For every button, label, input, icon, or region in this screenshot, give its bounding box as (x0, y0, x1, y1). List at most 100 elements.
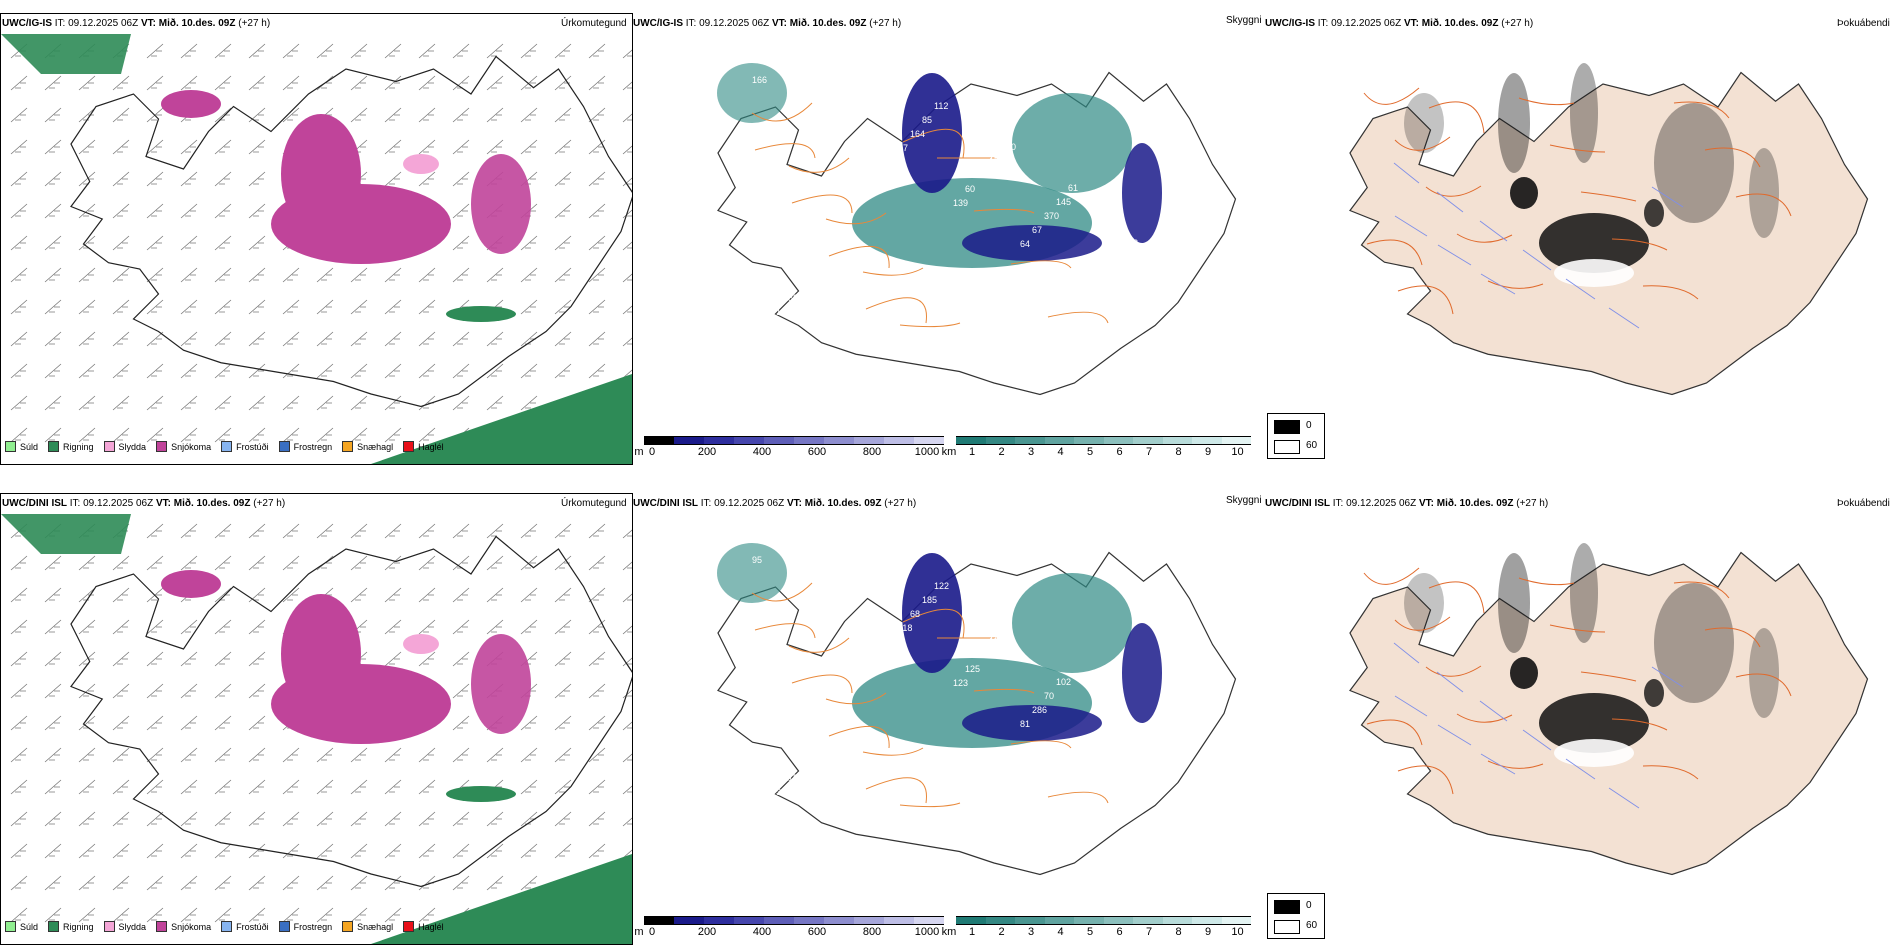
road-line (1673, 581, 1730, 599)
wind-barb (622, 81, 632, 91)
wind-barb (622, 305, 632, 315)
wind-barb (418, 523, 436, 539)
wind-barb (10, 395, 28, 411)
wind-barb (384, 75, 402, 91)
wind-barb (486, 75, 504, 91)
road-line (1010, 740, 1072, 749)
wind-barb (282, 875, 300, 891)
fog-legend-2: 0 60 (1267, 893, 1325, 939)
colorbar-tick-label: 1 (968, 926, 976, 938)
wind-barb (418, 843, 436, 859)
wind-barb (350, 907, 368, 923)
road-line (828, 245, 890, 269)
legend-label: Frostúði (236, 441, 269, 452)
wind-barb (112, 363, 130, 379)
wind-barb (78, 651, 96, 667)
wind-barb (180, 875, 198, 891)
wind-barb (384, 779, 402, 795)
colorbar-segment (794, 916, 824, 925)
wind-barb (146, 75, 164, 91)
valid-time: VT: Mið. 10.des. 09Z (786, 498, 882, 509)
wind-barb (248, 715, 266, 731)
wind-barb (214, 843, 232, 859)
colorbar-tick-label: 6 (1116, 446, 1123, 458)
wind-barb (248, 683, 266, 699)
wind-barb (10, 139, 28, 155)
legend-label: Slydda (118, 921, 147, 932)
legend-label: Frostregn (293, 921, 333, 932)
river-line (1651, 186, 1684, 208)
colorbar-segment (956, 436, 986, 445)
road-line (899, 322, 961, 328)
wind-barb (44, 907, 62, 923)
wind-barb (418, 331, 436, 347)
wind-barb (282, 779, 300, 795)
wind-barb (112, 203, 130, 219)
wind-barb (486, 523, 504, 539)
vis-label-1: Skyggni (1226, 15, 1262, 26)
road-line (791, 194, 853, 214)
wind-barb (316, 523, 334, 539)
wind-barb (622, 593, 632, 603)
wind-barb (452, 651, 470, 667)
legend-swatch (342, 921, 354, 932)
wind-barb (180, 651, 198, 667)
sleet-area (403, 154, 439, 174)
wind-barb (282, 907, 300, 923)
wind-barb (180, 139, 198, 155)
visibility-value-label: 85 (867, 320, 877, 330)
wind-barb (316, 875, 334, 891)
wind-barb (248, 395, 266, 411)
wind-barb (316, 427, 334, 443)
wind-barb (520, 779, 538, 795)
wind-barb (214, 555, 232, 571)
river-line (1479, 700, 1508, 722)
wind-barb (520, 75, 538, 91)
wind-barb (180, 619, 198, 635)
colorbar-tick-label: 7 (1145, 926, 1153, 938)
river-line (1393, 642, 1420, 664)
visibility-low-area (962, 705, 1102, 741)
wind-barb (44, 587, 62, 603)
river-line (1393, 162, 1420, 184)
wind-barb (588, 75, 606, 91)
fog-label-1: Þokuábendi (1837, 18, 1890, 29)
wind-barb (282, 523, 300, 539)
fog-map-1 (1349, 63, 1869, 396)
wind-barb (316, 843, 334, 859)
fog-title-2: UWC/DINI ISL IT: 09.12.2025 06Z VT: Mið.… (1265, 498, 1548, 509)
visibility-value-label: 67 (1032, 225, 1042, 235)
road-line (1704, 627, 1761, 648)
colorbar-segment (854, 436, 884, 445)
wind-barb (520, 299, 538, 315)
wind-barb (588, 331, 606, 347)
fog-value-0: 0 (1306, 900, 1312, 911)
wind-barb (146, 555, 164, 571)
wind-barb (214, 427, 232, 443)
visibility-value-label: 70 (886, 157, 896, 167)
wind-barb (180, 523, 198, 539)
legend-label: Frostregn (293, 441, 333, 452)
wind-barb (486, 267, 504, 283)
wind-barb (44, 555, 62, 571)
road-line (791, 674, 853, 694)
wind-barb (10, 715, 28, 731)
wind-barb (350, 779, 368, 795)
fog-swatch-60 (1274, 440, 1300, 454)
wind-barb (588, 107, 606, 123)
wind-barb (350, 395, 368, 411)
wind-barb (180, 811, 198, 827)
colorbar-tick-label: 4 (1057, 446, 1064, 458)
valid-time: VT: Mið. 10.des. 09Z (771, 18, 867, 29)
colorbar-tick-label: 1 (968, 446, 976, 458)
visibility-value-label: 18 (1099, 266, 1109, 276)
road-line (862, 267, 924, 276)
precip-title-2: UWC/DINI ISL IT: 09.12.2025 06Z VT: Mið.… (2, 498, 285, 509)
road-line (1611, 238, 1668, 251)
fog-value-60: 60 (1306, 920, 1318, 931)
legend-swatch (5, 441, 16, 452)
wind-barb (248, 171, 266, 187)
wind-barb (146, 715, 164, 731)
colorbar-tick-label: 10 (1231, 926, 1244, 938)
wind-barb (112, 779, 130, 795)
